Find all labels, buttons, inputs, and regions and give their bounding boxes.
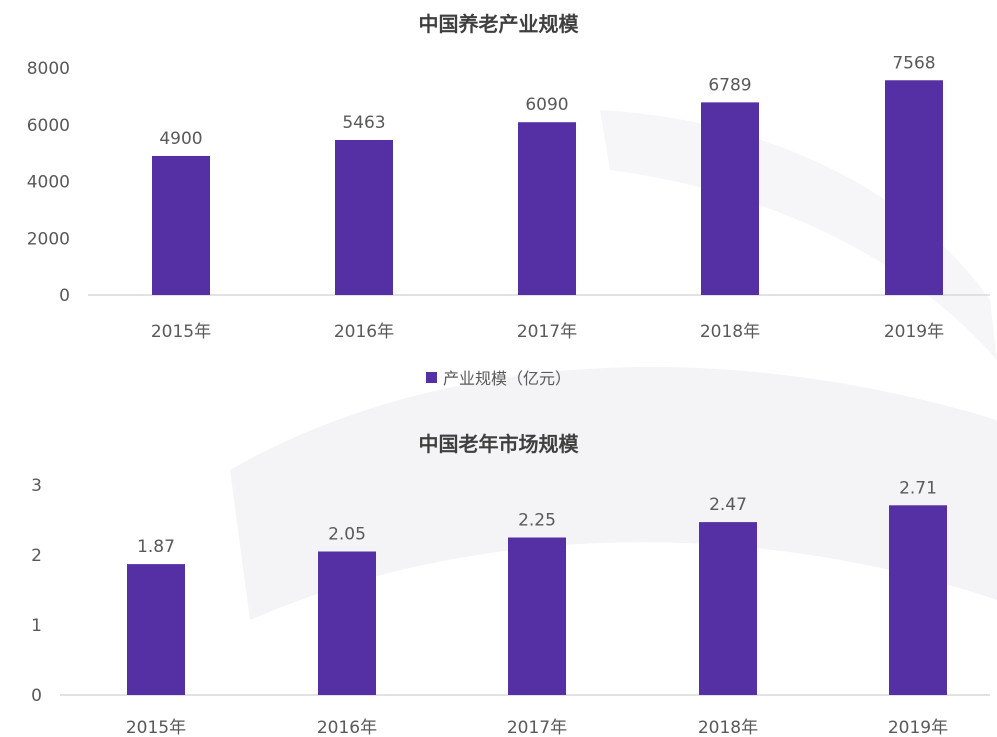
bar <box>335 139 393 295</box>
x-category-label: 2017年 <box>517 322 577 342</box>
y-tick-label: 3 <box>31 476 42 496</box>
bar <box>699 522 757 695</box>
x-category-label: 2016年 <box>334 322 394 342</box>
bar <box>701 102 759 295</box>
bar-value-label: 2.25 <box>518 511 556 531</box>
y-tick-label: 0 <box>59 286 70 306</box>
bar-chart-elderly-industry: 0 2000 4000 6000 8000 4900 2015年 5463 2016年 6090 2… <box>27 53 990 342</box>
bar-value-label: 2.47 <box>709 495 747 515</box>
chart-title-elderly-industry: 中国养老产业规模 <box>418 12 579 36</box>
x-category-label: 2019年 <box>884 322 944 342</box>
bar-value-label: 6090 <box>525 95 568 115</box>
bar-value-label: 2.05 <box>328 525 366 545</box>
chart-title-elderly-market: 中国老年市场规模 <box>418 432 579 456</box>
bar-value-label: 6789 <box>708 75 751 95</box>
bar-chart-elderly-market: 0 1 2 3 1.87 2015年 2.05 2016年 2.25 2017年 2.47 2018年… <box>31 476 990 737</box>
chart-legend: 产业规模（亿元） <box>0 365 997 389</box>
y-tick-label: 4000 <box>27 173 70 193</box>
bar-value-label: 2.71 <box>899 478 937 498</box>
legend-label: 产业规模（亿元） <box>442 369 571 388</box>
x-category-label: 2019年 <box>888 718 948 737</box>
bar-value-label: 1.87 <box>137 537 175 557</box>
bar-value-label: 7568 <box>892 53 935 73</box>
x-category-label: 2015年 <box>151 322 211 342</box>
bar <box>127 564 185 695</box>
bar-value-label: 4900 <box>159 129 202 149</box>
bar-value-label: 5463 <box>342 113 385 133</box>
y-tick-label: 8000 <box>27 59 70 79</box>
bar <box>889 505 947 695</box>
bar <box>152 155 210 295</box>
bar <box>518 122 576 295</box>
y-tick-label: 2000 <box>27 229 70 249</box>
bar <box>885 80 943 295</box>
x-category-label: 2015年 <box>126 718 186 737</box>
y-tick-label: 2 <box>31 546 42 566</box>
x-category-label: 2018年 <box>700 322 760 342</box>
y-tick-label: 6000 <box>27 116 70 136</box>
y-tick-label: 1 <box>31 616 42 636</box>
bar <box>318 551 376 695</box>
x-category-label: 2016年 <box>317 718 377 737</box>
x-category-label: 2018年 <box>698 718 758 737</box>
legend-swatch <box>425 371 437 383</box>
y-tick-label: 0 <box>31 686 42 706</box>
x-category-label: 2017年 <box>507 718 567 737</box>
bar <box>508 537 566 695</box>
